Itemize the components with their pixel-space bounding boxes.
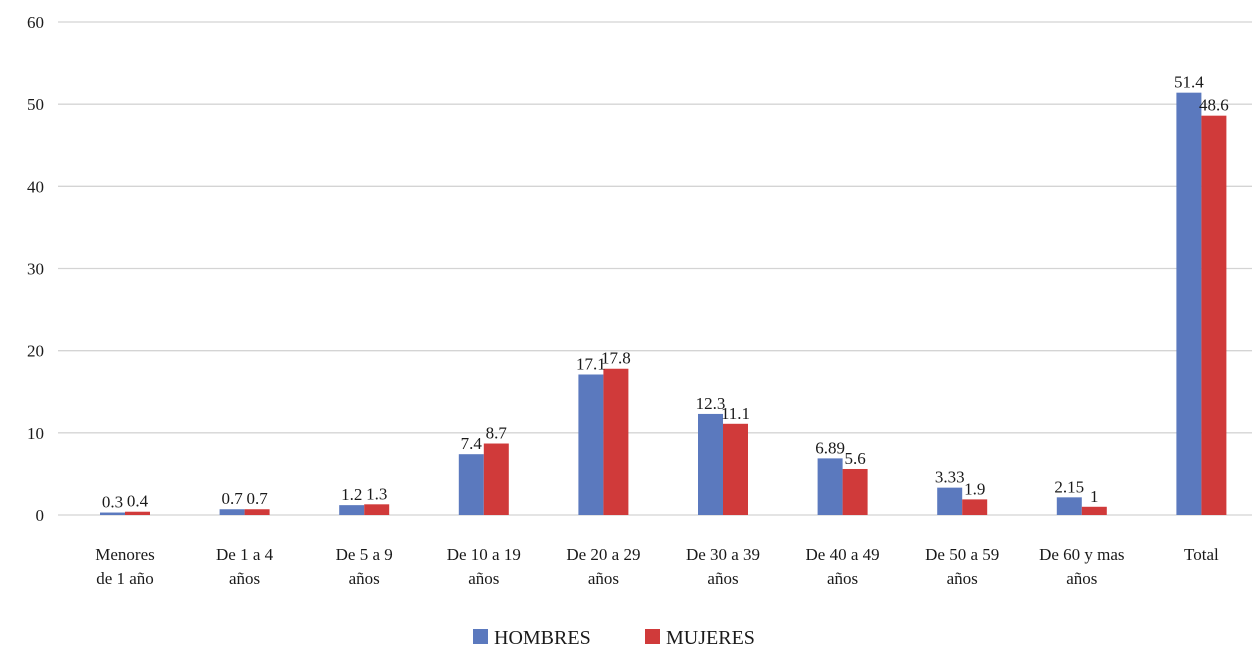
bar-mujeres — [364, 504, 390, 515]
data-label-hombres: 17.1 — [576, 354, 606, 373]
data-label-hombres: 3.33 — [935, 468, 965, 487]
bar-mujeres — [723, 423, 748, 515]
x-tick-label: años — [349, 569, 380, 588]
bar-hombres — [458, 454, 484, 515]
bar-mujeres — [125, 511, 150, 515]
legend-label-hombres: HOMBRES — [494, 627, 591, 649]
y-tick-label: 0 — [36, 506, 45, 525]
data-label-hombres: 0.7 — [221, 489, 243, 508]
data-label-hombres: 1.2 — [341, 485, 362, 504]
x-tick-label: De 30 a 39 — [686, 545, 760, 564]
data-label-mujeres: 1.3 — [366, 484, 387, 503]
x-tick-label: De 20 a 29 — [566, 545, 640, 564]
x-tick-label: años — [827, 569, 858, 588]
data-label-mujeres: 48.6 — [1199, 96, 1229, 115]
x-tick-label: años — [1066, 569, 1097, 588]
data-label-mujeres: 8.7 — [486, 424, 508, 443]
x-tick-label: años — [707, 569, 738, 588]
x-tick-label: De 10 a 19 — [447, 545, 521, 564]
bar-hombres — [339, 505, 365, 515]
y-tick-label: 10 — [27, 424, 44, 443]
data-label-mujeres: 11.1 — [721, 404, 750, 423]
y-tick-label: 40 — [27, 177, 44, 196]
data-label-mujeres: 0.7 — [246, 489, 268, 508]
legend-swatch-mujeres — [645, 629, 660, 644]
x-tick-label: Total — [1184, 545, 1219, 564]
data-label-mujeres: 0.4 — [127, 492, 149, 511]
x-tick-label: De 1 a 4 — [216, 545, 274, 564]
data-label-mujeres: 1 — [1090, 487, 1099, 506]
bar-mujeres — [962, 499, 988, 515]
data-label-hombres: 7.4 — [461, 434, 483, 453]
data-label-hombres: 12.3 — [696, 394, 726, 413]
x-tick-label: De 60 y mas — [1039, 545, 1124, 564]
data-label-hombres: 51.4 — [1174, 73, 1204, 92]
legend-swatch-hombres — [473, 629, 488, 644]
data-label-mujeres: 17.8 — [601, 349, 631, 368]
x-tick-label: años — [947, 569, 978, 588]
bars — [100, 92, 1227, 516]
bar-mujeres — [483, 443, 509, 515]
bar-hombres — [698, 413, 723, 515]
y-tick-label: 20 — [27, 342, 44, 361]
y-tick-label: 30 — [27, 260, 44, 279]
data-label-mujeres: 1.9 — [964, 479, 985, 498]
legend-label-mujeres: MUJERES — [666, 627, 755, 649]
bar-hombres — [100, 512, 125, 515]
data-label-hombres: 2.15 — [1054, 477, 1084, 496]
x-tick-label: Menores — [95, 545, 154, 564]
bar-hombres — [578, 374, 604, 515]
bar-mujeres — [603, 368, 629, 515]
x-tick-label: años — [468, 569, 499, 588]
x-tick-label: años — [588, 569, 619, 588]
x-tick-label: De 50 a 59 — [925, 545, 999, 564]
bar-hombres — [817, 458, 843, 515]
y-tick-label: 50 — [27, 95, 44, 114]
y-axis-tick-labels: 0 10 20 30 40 50 60 — [27, 13, 44, 525]
bar-mujeres — [842, 468, 868, 515]
x-tick-label: años — [229, 569, 260, 588]
y-tick-label: 60 — [27, 13, 44, 32]
bar-hombres — [937, 487, 963, 515]
x-tick-label: De 40 a 49 — [806, 545, 880, 564]
bar-mujeres — [244, 509, 270, 515]
data-label-hombres: 0.3 — [102, 493, 123, 512]
legend: HOMBRES MUJERES — [473, 627, 755, 649]
x-tick-label: de 1 año — [96, 569, 154, 588]
bar-hombres — [219, 509, 245, 515]
gridlines — [58, 21, 1252, 516]
data-label-mujeres: 5.6 — [844, 449, 865, 468]
data-label-hombres: 6.89 — [815, 438, 845, 457]
x-axis-tick-labels: Menores de 1 año De 1 a 4 años De 5 a 9 años D… — [95, 545, 1219, 588]
bar-hombres — [1176, 92, 1202, 515]
data-labels: 0.3 0.4 0.7 0.7 1.2 1.3 7.48.7 17.117.8 12.311.1… — [102, 73, 1229, 512]
bar-mujeres — [1081, 506, 1107, 515]
bar-mujeres — [1201, 115, 1227, 516]
x-tick-label: De 5 a 9 — [336, 545, 393, 564]
bar-hombres — [1056, 497, 1082, 515]
